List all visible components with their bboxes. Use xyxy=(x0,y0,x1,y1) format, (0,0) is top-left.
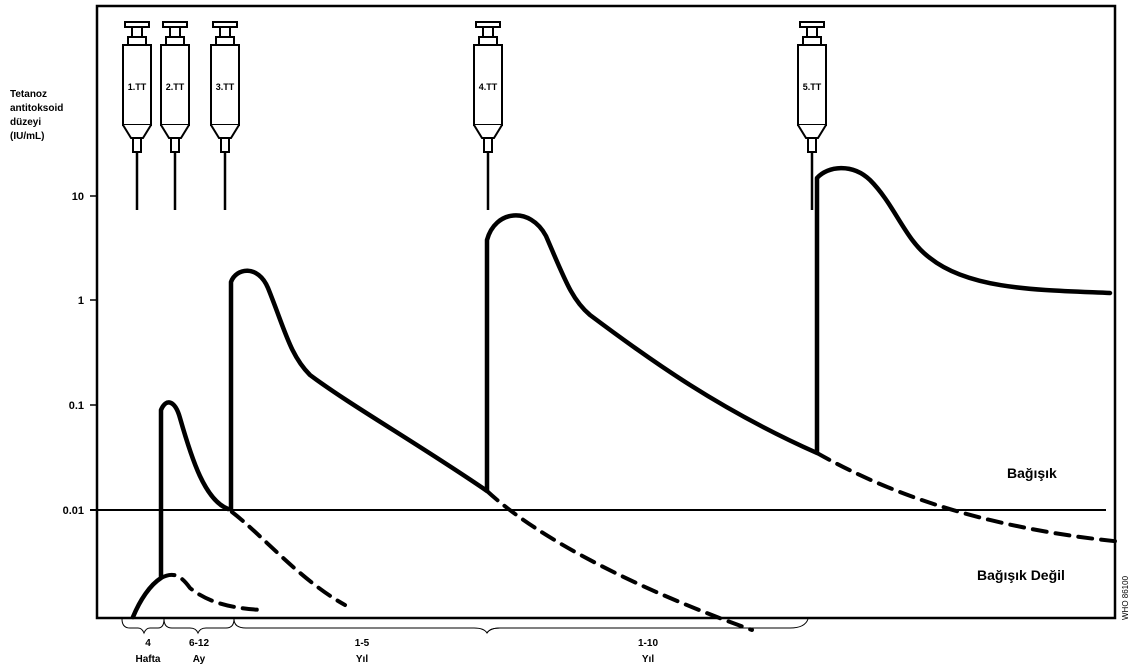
syringe-label-1: 1.TT xyxy=(128,82,147,92)
syringe-label-2: 2.TT xyxy=(166,82,185,92)
y-axis-label-line-3: düzeyi xyxy=(10,117,41,128)
y-tick-1: 1 xyxy=(78,295,97,307)
syringe-dose-1: 1.TT xyxy=(122,21,152,210)
watermark: WHO 86100 xyxy=(1121,575,1130,620)
brace-interval-3 xyxy=(233,618,501,634)
interval-4-line-2: Yıl xyxy=(642,654,654,665)
syringes: 1.TT 2.TT 3.TT 4.TT 5.TT xyxy=(122,21,827,210)
syringe-dose-4: 4.TT xyxy=(473,21,503,210)
y-tick-10: 10 xyxy=(72,191,97,203)
zone-label-immune: Bağışık xyxy=(1007,465,1057,481)
y-tick-label-10: 10 xyxy=(72,191,84,203)
interval-1-line-1: 4 xyxy=(145,638,151,649)
interval-1-line-2: Hafta xyxy=(135,654,160,665)
syringe-dose-5: 5.TT xyxy=(797,21,827,210)
series-dashed-decline xyxy=(159,451,1125,632)
dashed-decline-after-dose-1 xyxy=(159,572,264,612)
y-ticks: 10 1 0.1 0.01 xyxy=(63,191,97,517)
y-tick-0.1: 0.1 xyxy=(69,400,97,412)
dashed-decline-after-dose-2 xyxy=(230,510,347,607)
y-tick-0.01: 0.01 xyxy=(63,505,84,517)
interval-2-line-1: 6-12 xyxy=(189,638,209,649)
syringe-dose-2: 2.TT xyxy=(160,21,190,210)
syringe-label-4: 4.TT xyxy=(479,82,498,92)
interval-3-line-1: 1-5 xyxy=(355,638,370,649)
y-axis-label-line-4: (IU/mL) xyxy=(10,131,44,142)
interval-4-line-1: 1-10 xyxy=(638,638,658,649)
interval-2-line-2: Ay xyxy=(193,654,206,665)
dashed-decline-after-dose-3 xyxy=(485,489,754,632)
y-tick-label-0.01: 0.01 xyxy=(63,505,84,517)
y-axis-label-line-1: Tetanoz xyxy=(10,89,47,100)
y-axis-label: Tetanoz antitoksoid düzeyi (IU/mL) xyxy=(10,89,63,142)
brace-interval-1 xyxy=(121,618,165,635)
interval-3-line-2: Yıl xyxy=(356,654,368,665)
y-axis-label-line-2: antitoksoid xyxy=(10,103,63,114)
syringe-label-3: 3.TT xyxy=(216,82,235,92)
brace-interval-2 xyxy=(163,618,235,635)
series-line-antibody-level xyxy=(130,165,1113,620)
x-interval-labels: 4 Hafta 6-12 Ay 1-5 Yıl 1-10 Yıl xyxy=(135,638,658,665)
plot-frame xyxy=(95,4,1117,620)
zone-label-not-immune: Bağışık Değil xyxy=(977,567,1065,583)
brace-interval-4 xyxy=(486,618,809,634)
syringe-dose-3: 3.TT xyxy=(210,21,240,210)
dashed-decline-after-dose-4 xyxy=(815,451,1125,544)
syringe-label-5: 5.TT xyxy=(803,82,822,92)
x-interval-braces xyxy=(121,618,809,635)
y-tick-label-1: 1 xyxy=(78,295,84,307)
y-tick-label-0.1: 0.1 xyxy=(69,400,84,412)
